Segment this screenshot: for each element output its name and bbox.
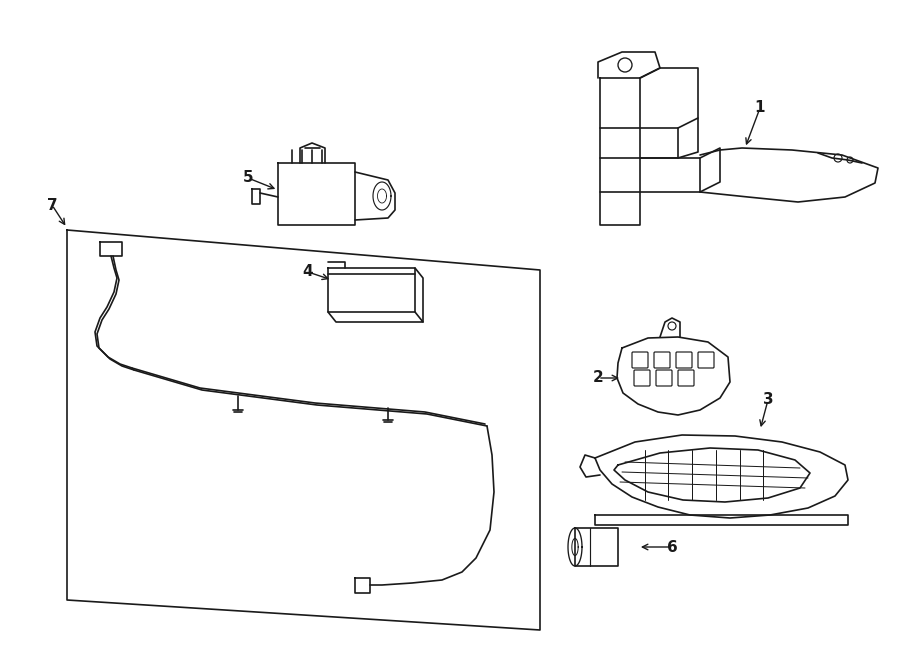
Text: 3: 3 [762,393,773,407]
Text: 2: 2 [592,371,603,385]
Text: 6: 6 [667,539,678,555]
Text: 4: 4 [302,264,313,280]
Text: 7: 7 [47,198,58,212]
Text: 1: 1 [755,100,765,116]
Text: 5: 5 [243,171,253,186]
